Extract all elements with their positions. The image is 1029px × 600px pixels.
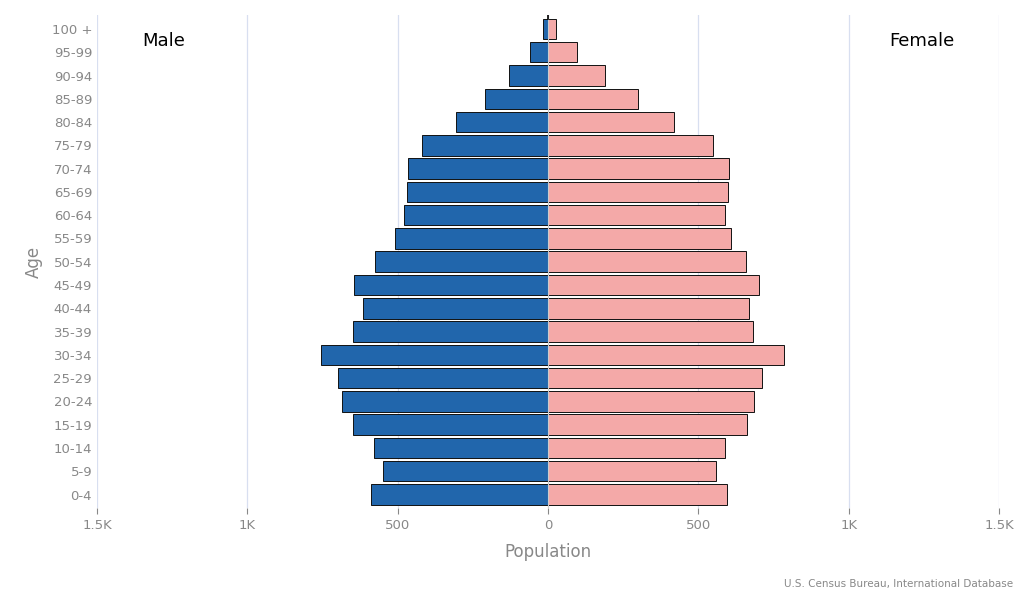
- Bar: [509, 65, 548, 86]
- Bar: [548, 205, 724, 226]
- Text: U.S. Census Bureau, International Database: U.S. Census Bureau, International Databa…: [784, 579, 1014, 589]
- Bar: [374, 438, 548, 458]
- Bar: [548, 368, 761, 388]
- Bar: [406, 182, 548, 202]
- Bar: [548, 461, 716, 481]
- Bar: [456, 112, 548, 133]
- X-axis label: Population: Population: [504, 543, 592, 561]
- Bar: [376, 251, 548, 272]
- Bar: [383, 461, 548, 481]
- Bar: [338, 368, 548, 388]
- Bar: [548, 415, 746, 435]
- Bar: [548, 19, 557, 39]
- Bar: [395, 228, 548, 249]
- Bar: [353, 415, 548, 435]
- Bar: [548, 158, 730, 179]
- Bar: [404, 205, 548, 226]
- Bar: [353, 322, 548, 342]
- Bar: [548, 484, 726, 505]
- Bar: [548, 298, 749, 319]
- Bar: [548, 322, 752, 342]
- Bar: [363, 298, 548, 319]
- Bar: [354, 275, 548, 295]
- Text: Male: Male: [142, 32, 185, 50]
- Text: Female: Female: [889, 32, 954, 50]
- Bar: [548, 228, 731, 249]
- Bar: [530, 42, 548, 62]
- Bar: [548, 344, 784, 365]
- Y-axis label: Age: Age: [26, 245, 43, 278]
- Bar: [548, 182, 728, 202]
- Bar: [548, 65, 605, 86]
- Bar: [548, 275, 758, 295]
- Bar: [342, 391, 548, 412]
- Bar: [548, 89, 638, 109]
- Bar: [548, 251, 746, 272]
- Bar: [548, 135, 713, 155]
- Bar: [409, 158, 548, 179]
- Bar: [548, 438, 724, 458]
- Bar: [548, 112, 674, 133]
- Bar: [485, 89, 548, 109]
- Bar: [321, 344, 548, 365]
- Bar: [370, 484, 548, 505]
- Bar: [542, 19, 548, 39]
- Bar: [548, 391, 754, 412]
- Bar: [422, 135, 548, 155]
- Bar: [548, 42, 576, 62]
